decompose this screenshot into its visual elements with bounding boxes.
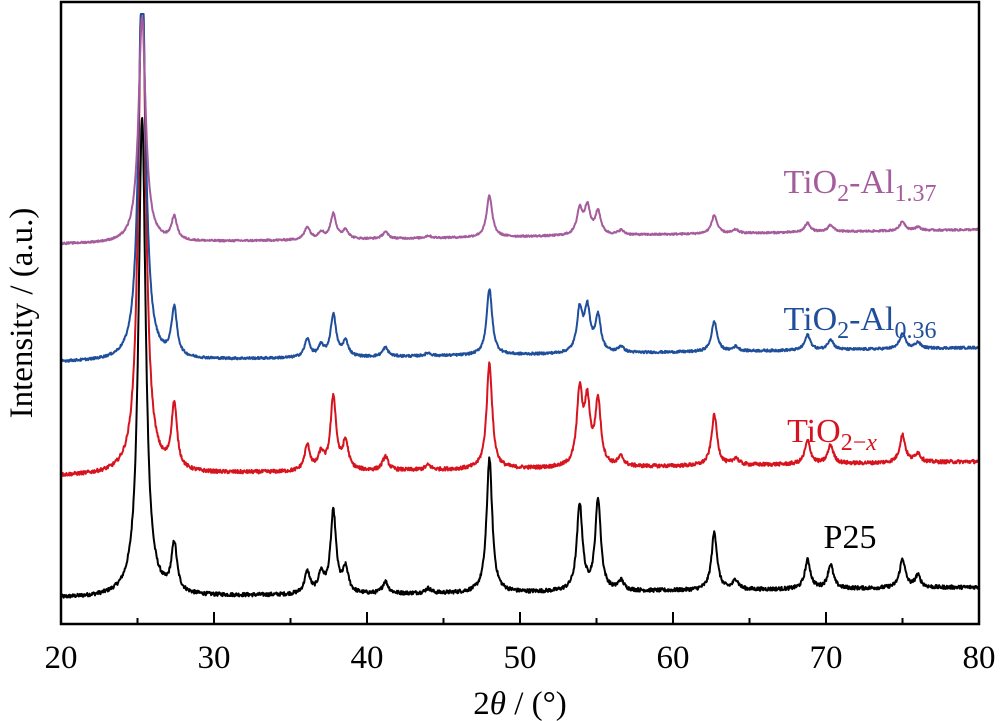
x-tick-label: 30 [198, 640, 231, 676]
series-label-tio2-al1-37: TiO2-Al1.37 [784, 164, 937, 207]
x-tick-label: 70 [810, 640, 843, 676]
series-traces [60, 13, 980, 599]
x-tick-label: 20 [45, 640, 78, 676]
series-label-tio2-al0-36: TiO2-Al0.36 [784, 301, 937, 344]
series-line-tio2-al0-36 [60, 13, 980, 363]
series-labels: P25 TiO2−x TiO2-Al0.36 TiO2-Al1.37 [784, 164, 937, 556]
series-line-p25 [60, 117, 980, 599]
x-tick-label: 80 [963, 640, 996, 676]
x-axis-ticks [60, 612, 980, 624]
x-axis-title: 2θ / (°) [473, 686, 567, 721]
series-label-tio2-x: TiO2−x [787, 413, 877, 456]
y-axis-title: Intensity / (a.u.) [4, 208, 40, 419]
x-tick-label: 40 [351, 640, 384, 676]
series-label-p25: P25 [824, 519, 877, 556]
x-axis-tick-labels: 20 30 40 50 60 70 80 [45, 640, 996, 676]
x-tick-label: 50 [504, 640, 537, 676]
x-tick-label: 60 [657, 640, 690, 676]
series-line-tio2-x [60, 13, 980, 477]
series-line-tio2-al1-37 [60, 16, 980, 246]
